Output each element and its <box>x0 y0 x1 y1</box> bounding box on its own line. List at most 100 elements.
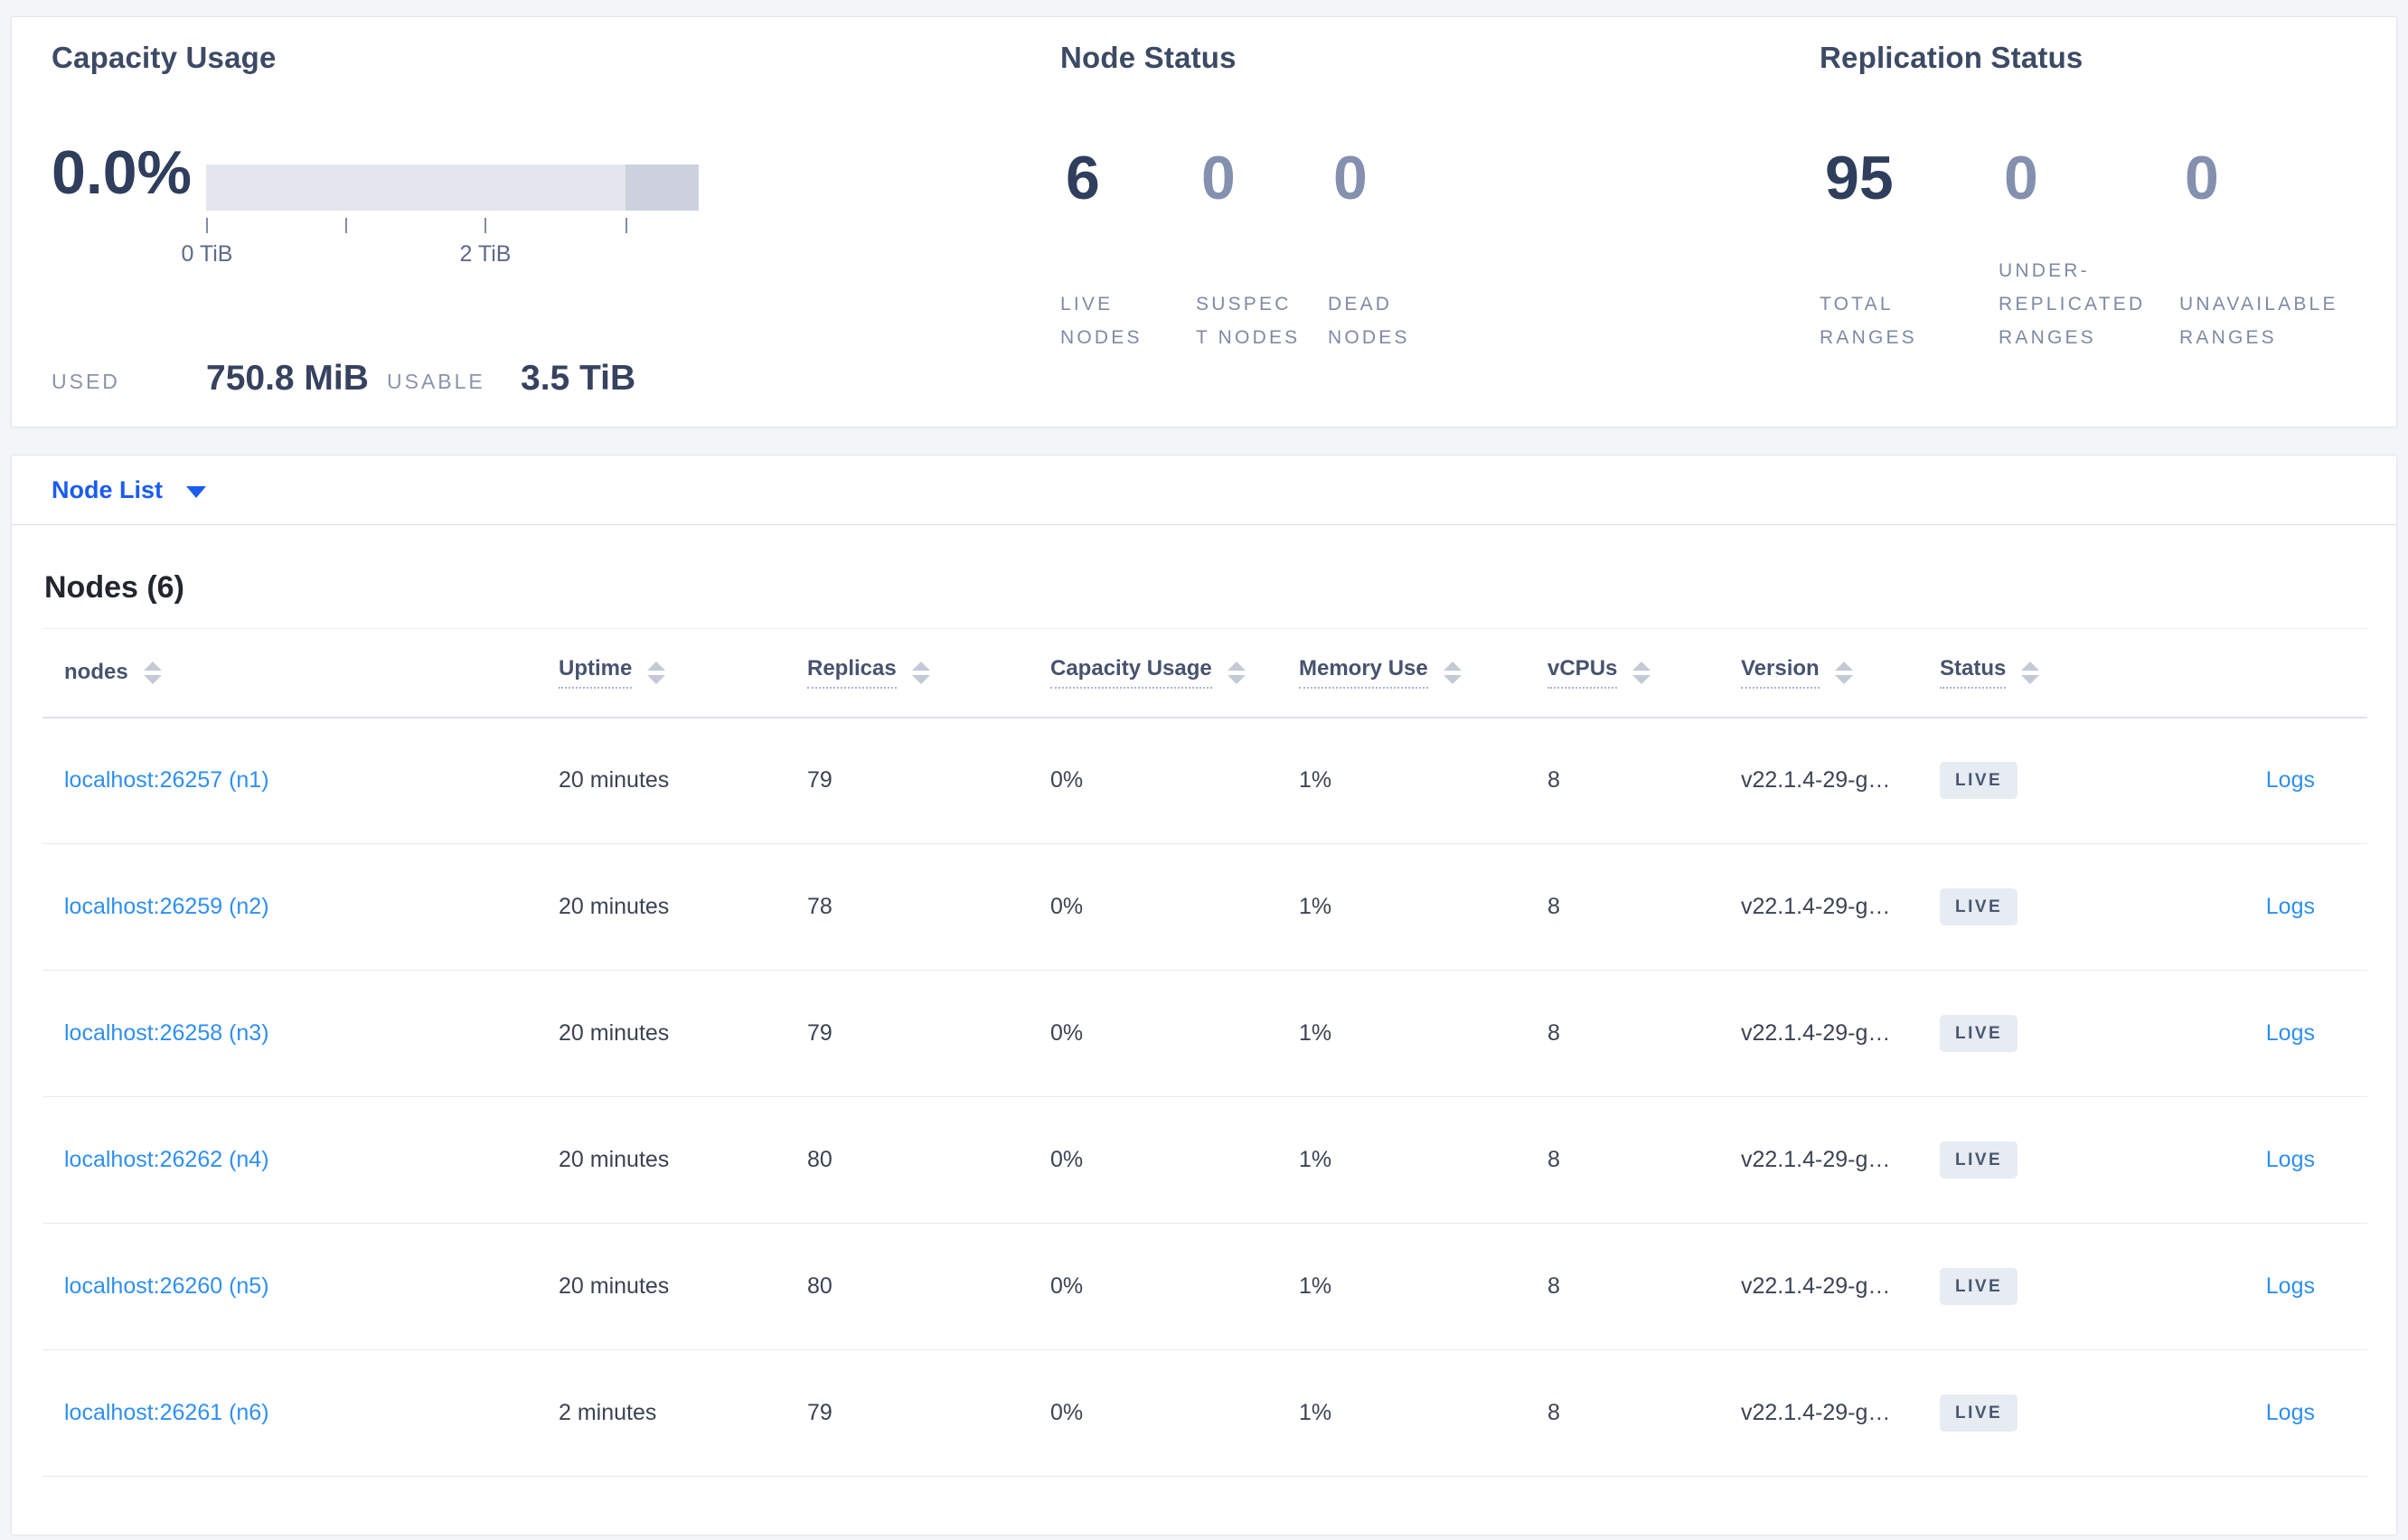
node-link[interactable]: localhost:26261 (n6) <box>64 1400 269 1425</box>
sort-icon <box>911 661 930 684</box>
replication-status-section: Replication Status 95 TOTAL RANGES 0 UND… <box>1820 41 2398 402</box>
table-row: localhost:26261 (n6) 2 minutes 79 0% 1% … <box>42 1349 2367 1477</box>
memory-use-cell: 1% <box>1299 843 1547 971</box>
sort-icon <box>143 661 162 684</box>
used-label: USED <box>52 370 120 393</box>
vcpus-cell: 8 <box>1547 1349 1741 1477</box>
capacity-axis-label-0: 0 TiB <box>181 241 233 267</box>
replicas-cell: 78 <box>807 843 1050 971</box>
capacity-axis-tick <box>484 218 486 233</box>
under-replicated-ranges-stat: 0 UNDER-REPLICATED RANGES <box>1999 146 2179 354</box>
vcpus-cell: 8 <box>1547 717 1741 844</box>
table-row: localhost:26257 (n1) 20 minutes 79 0% 1%… <box>42 717 2367 844</box>
column-header-version[interactable]: Version <box>1741 628 1940 718</box>
status-badge: LIVE <box>1940 1015 2018 1052</box>
capacity-meter-bar <box>206 164 699 211</box>
table-row: localhost:26259 (n2) 20 minutes 78 0% 1%… <box>42 843 2367 971</box>
column-header-uptime[interactable]: Uptime <box>559 628 807 718</box>
replicas-cell: 79 <box>807 717 1050 844</box>
memory-use-cell: 1% <box>1299 970 1547 1097</box>
version-cell: v22.1.4-29-g… <box>1741 1223 1940 1350</box>
logs-link[interactable]: Logs <box>2265 894 2315 919</box>
under-replicated-ranges-value: 0 <box>2004 144 2038 212</box>
node-link[interactable]: localhost:26262 (n4) <box>64 1147 269 1172</box>
capacity-usage-cell: 0% <box>1050 1223 1299 1350</box>
sort-icon <box>1443 661 1462 684</box>
capacity-axis-tick <box>345 218 347 233</box>
replication-status-title: Replication Status <box>1820 41 2083 74</box>
node-link[interactable]: localhost:26259 (n2) <box>64 894 269 919</box>
replicas-cell: 79 <box>807 970 1050 1097</box>
replication-stats: 95 TOTAL RANGES 0 UNDER-REPLICATED RANGE… <box>1820 146 2387 354</box>
column-header-status[interactable]: Status <box>1940 628 2152 718</box>
capacity-percent-value: 0.0% <box>52 138 192 207</box>
unavailable-ranges-value: 0 <box>2185 144 2219 212</box>
sort-icon <box>2021 661 2040 684</box>
capacity-usage-cell: 0% <box>1050 1096 1299 1224</box>
dead-nodes-label: DEAD NODES <box>1328 294 1410 348</box>
version-cell: v22.1.4-29-g… <box>1741 1096 1940 1224</box>
suspect-nodes-value: 0 <box>1201 144 1236 212</box>
sort-icon <box>647 661 666 684</box>
node-link[interactable]: localhost:26260 (n5) <box>64 1273 269 1299</box>
node-link[interactable]: localhost:26258 (n3) <box>64 1020 269 1046</box>
uptime-cell: 20 minutes <box>559 970 807 1097</box>
vcpus-cell: 8 <box>1547 1223 1741 1350</box>
uptime-cell: 20 minutes <box>559 1096 807 1224</box>
uptime-cell: 20 minutes <box>559 717 807 844</box>
replicas-cell: 80 <box>807 1223 1050 1350</box>
vcpus-cell: 8 <box>1547 1096 1741 1224</box>
node-list-dropdown-label: Node List <box>52 475 164 503</box>
column-header-logs <box>2152 628 2367 718</box>
replicas-cell: 79 <box>807 1349 1050 1477</box>
column-header-memory-use[interactable]: Memory Use <box>1299 628 1547 718</box>
nodes-table: nodes Uptime Replicas <box>42 628 2367 1477</box>
capacity-meter-reserved-segment <box>626 164 699 211</box>
sort-icon <box>1227 661 1246 684</box>
usable-label: USABLE <box>387 370 485 393</box>
live-nodes-stat: 6 LIVE NODES <box>1060 146 1196 354</box>
table-header-row: nodes Uptime Replicas <box>42 628 2367 718</box>
total-ranges-stat: 95 TOTAL RANGES <box>1820 146 1999 354</box>
suspect-nodes-stat: 0 SUSPECT NODES <box>1196 146 1328 354</box>
logs-link[interactable]: Logs <box>2265 1273 2315 1299</box>
logs-link[interactable]: Logs <box>2265 767 2315 793</box>
version-cell: v22.1.4-29-g… <box>1741 717 1940 844</box>
column-header-capacity-usage[interactable]: Capacity Usage <box>1050 628 1299 718</box>
node-status-section: Node Status 6 LIVE NODES 0 SUSPECT NODES… <box>1060 41 1693 402</box>
version-cell: v22.1.4-29-g… <box>1741 970 1940 1097</box>
column-header-nodes[interactable]: nodes <box>42 628 559 718</box>
logs-link[interactable]: Logs <box>2265 1400 2315 1425</box>
under-replicated-ranges-label: UNDER-REPLICATED RANGES <box>1999 260 2146 348</box>
column-header-replicas[interactable]: Replicas <box>807 628 1050 718</box>
uptime-cell: 2 minutes <box>559 1349 807 1477</box>
memory-use-cell: 1% <box>1299 717 1547 844</box>
version-cell: v22.1.4-29-g… <box>1741 843 1940 971</box>
logs-link[interactable]: Logs <box>2265 1147 2315 1172</box>
table-row: localhost:26262 (n4) 20 minutes 80 0% 1%… <box>42 1096 2367 1224</box>
capacity-axis-label-2: 2 TiB <box>459 241 512 267</box>
table-row: localhost:26258 (n3) 20 minutes 79 0% 1%… <box>42 970 2367 1097</box>
capacity-usage-summary: USED 750.8 MiB USABLE 3.5 TiB <box>52 359 738 404</box>
usable-value: 3.5 TiB <box>521 359 636 398</box>
dead-nodes-stat: 0 DEAD NODES <box>1328 146 1481 354</box>
nodes-count-heading: Nodes (6) <box>44 570 184 605</box>
status-badge: LIVE <box>1940 1394 2018 1432</box>
memory-use-cell: 1% <box>1299 1223 1547 1350</box>
total-ranges-label: TOTAL RANGES <box>1820 294 1917 348</box>
logs-link[interactable]: Logs <box>2265 1020 2315 1046</box>
node-link[interactable]: localhost:26257 (n1) <box>64 767 269 793</box>
node-list-dropdown[interactable]: Node List <box>12 455 2396 525</box>
memory-use-cell: 1% <box>1299 1096 1547 1224</box>
table-row: localhost:26260 (n5) 20 minutes 80 0% 1%… <box>42 1223 2367 1350</box>
capacity-usage-title: Capacity Usage <box>52 41 277 74</box>
capacity-usage-cell: 0% <box>1050 970 1299 1097</box>
live-nodes-label: LIVE NODES <box>1060 294 1143 348</box>
node-list-panel: Node List Nodes (6) nodes <box>11 455 2397 1535</box>
unavailable-ranges-label: UNAVAILABLE RANGES <box>2179 294 2338 348</box>
cluster-overview-card: Capacity Usage 0.0% 0 TiB 2 TiB USED 750… <box>11 16 2397 427</box>
dead-nodes-value: 0 <box>1333 144 1368 212</box>
capacity-axis-tick <box>206 218 208 233</box>
column-header-vcpus[interactable]: vCPUs <box>1547 628 1741 718</box>
status-badge: LIVE <box>1940 1141 2018 1178</box>
